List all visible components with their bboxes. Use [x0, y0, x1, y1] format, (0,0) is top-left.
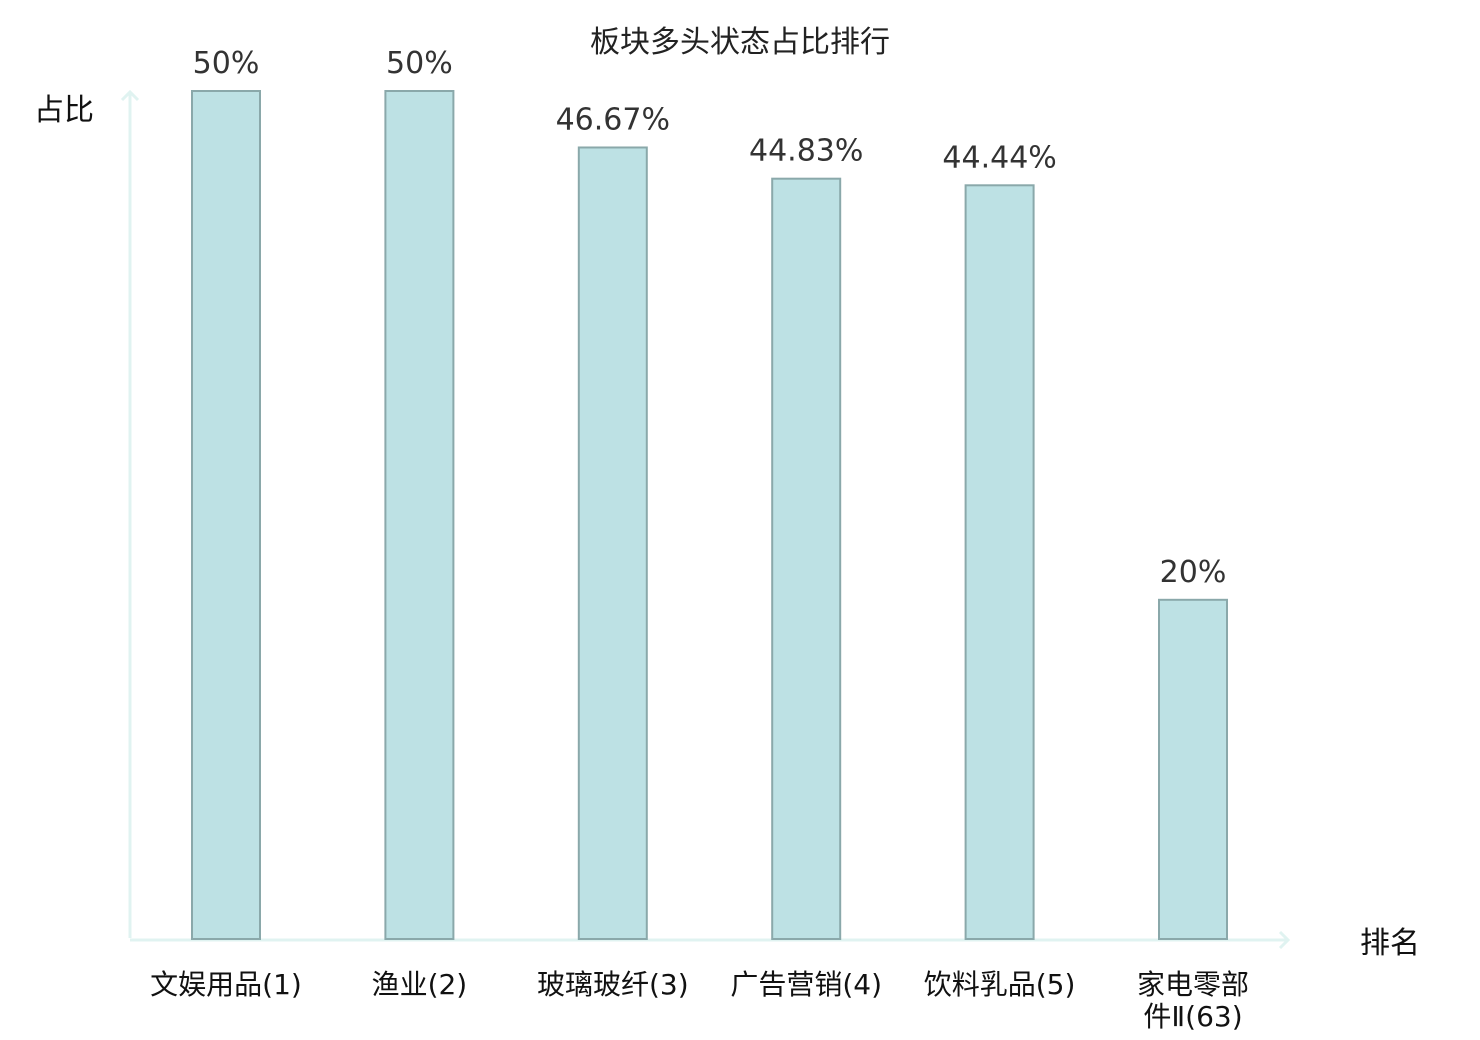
bar	[771, 177, 842, 940]
bar	[577, 146, 648, 940]
value-label: 44.83%	[749, 134, 863, 169]
value-label: 50%	[386, 46, 453, 81]
value-label: 50%	[193, 46, 260, 81]
chart-title: 板块多头状态占比排行	[590, 25, 890, 60]
x-axis-label: 排名	[1360, 926, 1420, 961]
category-label: 玻璃玻纤(3)	[537, 968, 689, 1001]
category-label: 文娱用品(1)	[150, 968, 302, 1001]
bar	[1158, 598, 1228, 940]
category-label: 广告营销(4)	[730, 968, 882, 1001]
axes	[120, 89, 1291, 950]
category-labels: 文娱用品(1) 渔业(2) 玻璃玻纤(3) 广告营销(4) 饮料乳品(5) 家电零部件Ⅱ(…	[150, 968, 1249, 1033]
value-label: 44.44%	[942, 140, 1056, 175]
bar	[191, 90, 261, 940]
value-label: 20%	[1160, 555, 1227, 590]
category-label: 饮料乳品(5)	[924, 968, 1076, 1001]
category-label: 家电零部	[1137, 968, 1249, 1001]
y-axis-label: 占比	[34, 93, 94, 128]
value-labels: 50% 50% 46.67% 44.83% 44.44% 20%	[193, 46, 1227, 590]
value-label: 46.67%	[556, 102, 670, 137]
bar	[384, 90, 455, 940]
bar	[964, 184, 1035, 940]
category-label: 渔业(2)	[372, 968, 468, 1001]
category-label: 件Ⅱ(63)	[1143, 1000, 1242, 1033]
bars	[191, 90, 1228, 940]
